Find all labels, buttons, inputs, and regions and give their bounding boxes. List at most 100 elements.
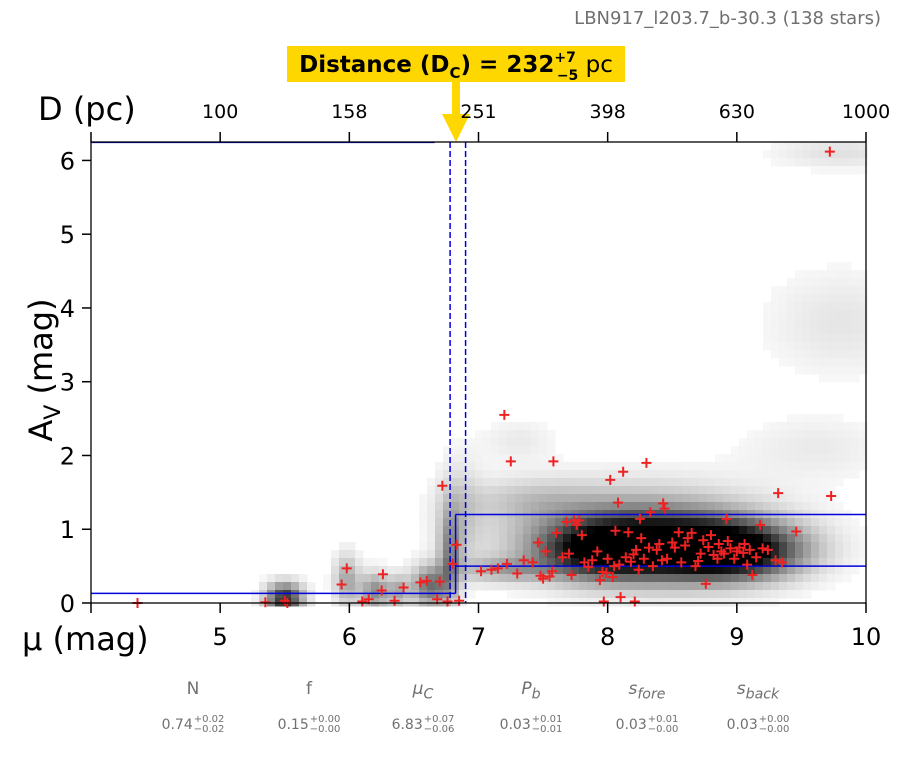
density-cell <box>779 286 788 295</box>
density-cell <box>707 558 716 567</box>
star-marker <box>527 557 538 568</box>
density-cell <box>347 542 356 551</box>
density-cell <box>267 590 276 599</box>
density-cell <box>699 526 708 535</box>
density-cell <box>651 550 660 559</box>
density-cell <box>611 566 620 575</box>
density-cell <box>811 158 820 167</box>
density-cell <box>419 574 428 583</box>
density-cell <box>723 470 732 479</box>
density-cell <box>627 526 636 535</box>
top-tick-label: 100 <box>202 101 238 123</box>
density-cell <box>547 598 556 607</box>
density-cell <box>467 534 476 543</box>
density-cell <box>755 550 764 559</box>
density-cell <box>507 534 516 543</box>
density-cell <box>611 470 620 479</box>
density-cell <box>435 510 444 519</box>
density-cell <box>491 454 500 463</box>
density-cell <box>563 478 572 487</box>
density-cell <box>555 558 564 567</box>
density-cell <box>819 478 828 487</box>
density-cell <box>571 566 580 575</box>
density-cell <box>427 558 436 567</box>
density-cell <box>819 422 828 431</box>
density-cell <box>427 574 436 583</box>
density-cell <box>803 414 812 423</box>
density-cell <box>859 286 868 295</box>
star-marker <box>638 553 649 564</box>
density-cell <box>475 526 484 535</box>
density-cell <box>787 470 796 479</box>
density-cell <box>355 590 364 599</box>
density-cell <box>691 518 700 527</box>
density-cell <box>851 350 860 359</box>
density-cell <box>339 590 348 599</box>
density-cell <box>563 566 572 575</box>
density-cell <box>547 454 556 463</box>
density-cell <box>643 494 652 503</box>
density-cell <box>787 326 796 335</box>
density-cell <box>851 326 860 335</box>
density-cell <box>563 598 572 607</box>
density-cell <box>435 558 444 567</box>
density-cell <box>811 326 820 335</box>
density-cell <box>747 598 756 607</box>
density-cell <box>803 558 812 567</box>
density-cell <box>443 518 452 527</box>
density-cell <box>827 294 836 303</box>
density-cell <box>763 590 772 599</box>
density-cell <box>811 270 820 279</box>
density-cell <box>811 574 820 583</box>
density-cell <box>531 574 540 583</box>
parameter-error-minus: −0.00 <box>309 724 341 735</box>
density-cell <box>371 574 380 583</box>
density-cell <box>819 414 828 423</box>
density-cell <box>659 598 668 607</box>
density-cell <box>843 558 852 567</box>
density-cell <box>859 166 868 175</box>
density-cell <box>603 526 612 535</box>
density-cell <box>779 470 788 479</box>
density-cell <box>683 558 692 567</box>
density-cell <box>635 494 644 503</box>
density-cell <box>723 558 732 567</box>
star-marker <box>538 573 549 584</box>
density-cell <box>451 478 460 487</box>
density-cell <box>643 486 652 495</box>
density-cell <box>787 294 796 303</box>
density-cell <box>787 454 796 463</box>
density-cell <box>811 278 820 287</box>
star-marker <box>583 561 594 572</box>
density-cell <box>835 278 844 287</box>
density-cell <box>507 486 516 495</box>
density-cell <box>571 486 580 495</box>
density-cell <box>523 462 532 471</box>
density-cell <box>835 502 844 511</box>
density-cell <box>859 462 868 471</box>
density-cell <box>803 486 812 495</box>
density-cell <box>611 542 620 551</box>
density-cell <box>851 422 860 431</box>
arrow-shaft <box>452 82 460 116</box>
density-cell <box>619 542 628 551</box>
density-cell <box>515 438 524 447</box>
density-cell <box>747 470 756 479</box>
density-cell <box>835 294 844 303</box>
density-cell <box>627 590 636 599</box>
density-cell <box>507 438 516 447</box>
density-cell <box>483 462 492 471</box>
density-cell <box>547 582 556 591</box>
density-cell <box>771 142 780 151</box>
density-cell <box>835 342 844 351</box>
density-cell <box>835 166 844 175</box>
star-marker <box>614 559 625 570</box>
density-cell <box>459 582 468 591</box>
density-cell <box>667 558 676 567</box>
density-cell <box>515 582 524 591</box>
density-cell <box>723 494 732 503</box>
density-cell <box>851 150 860 159</box>
density-cell <box>491 558 500 567</box>
density-cell <box>339 598 348 607</box>
density-cell <box>411 598 420 607</box>
